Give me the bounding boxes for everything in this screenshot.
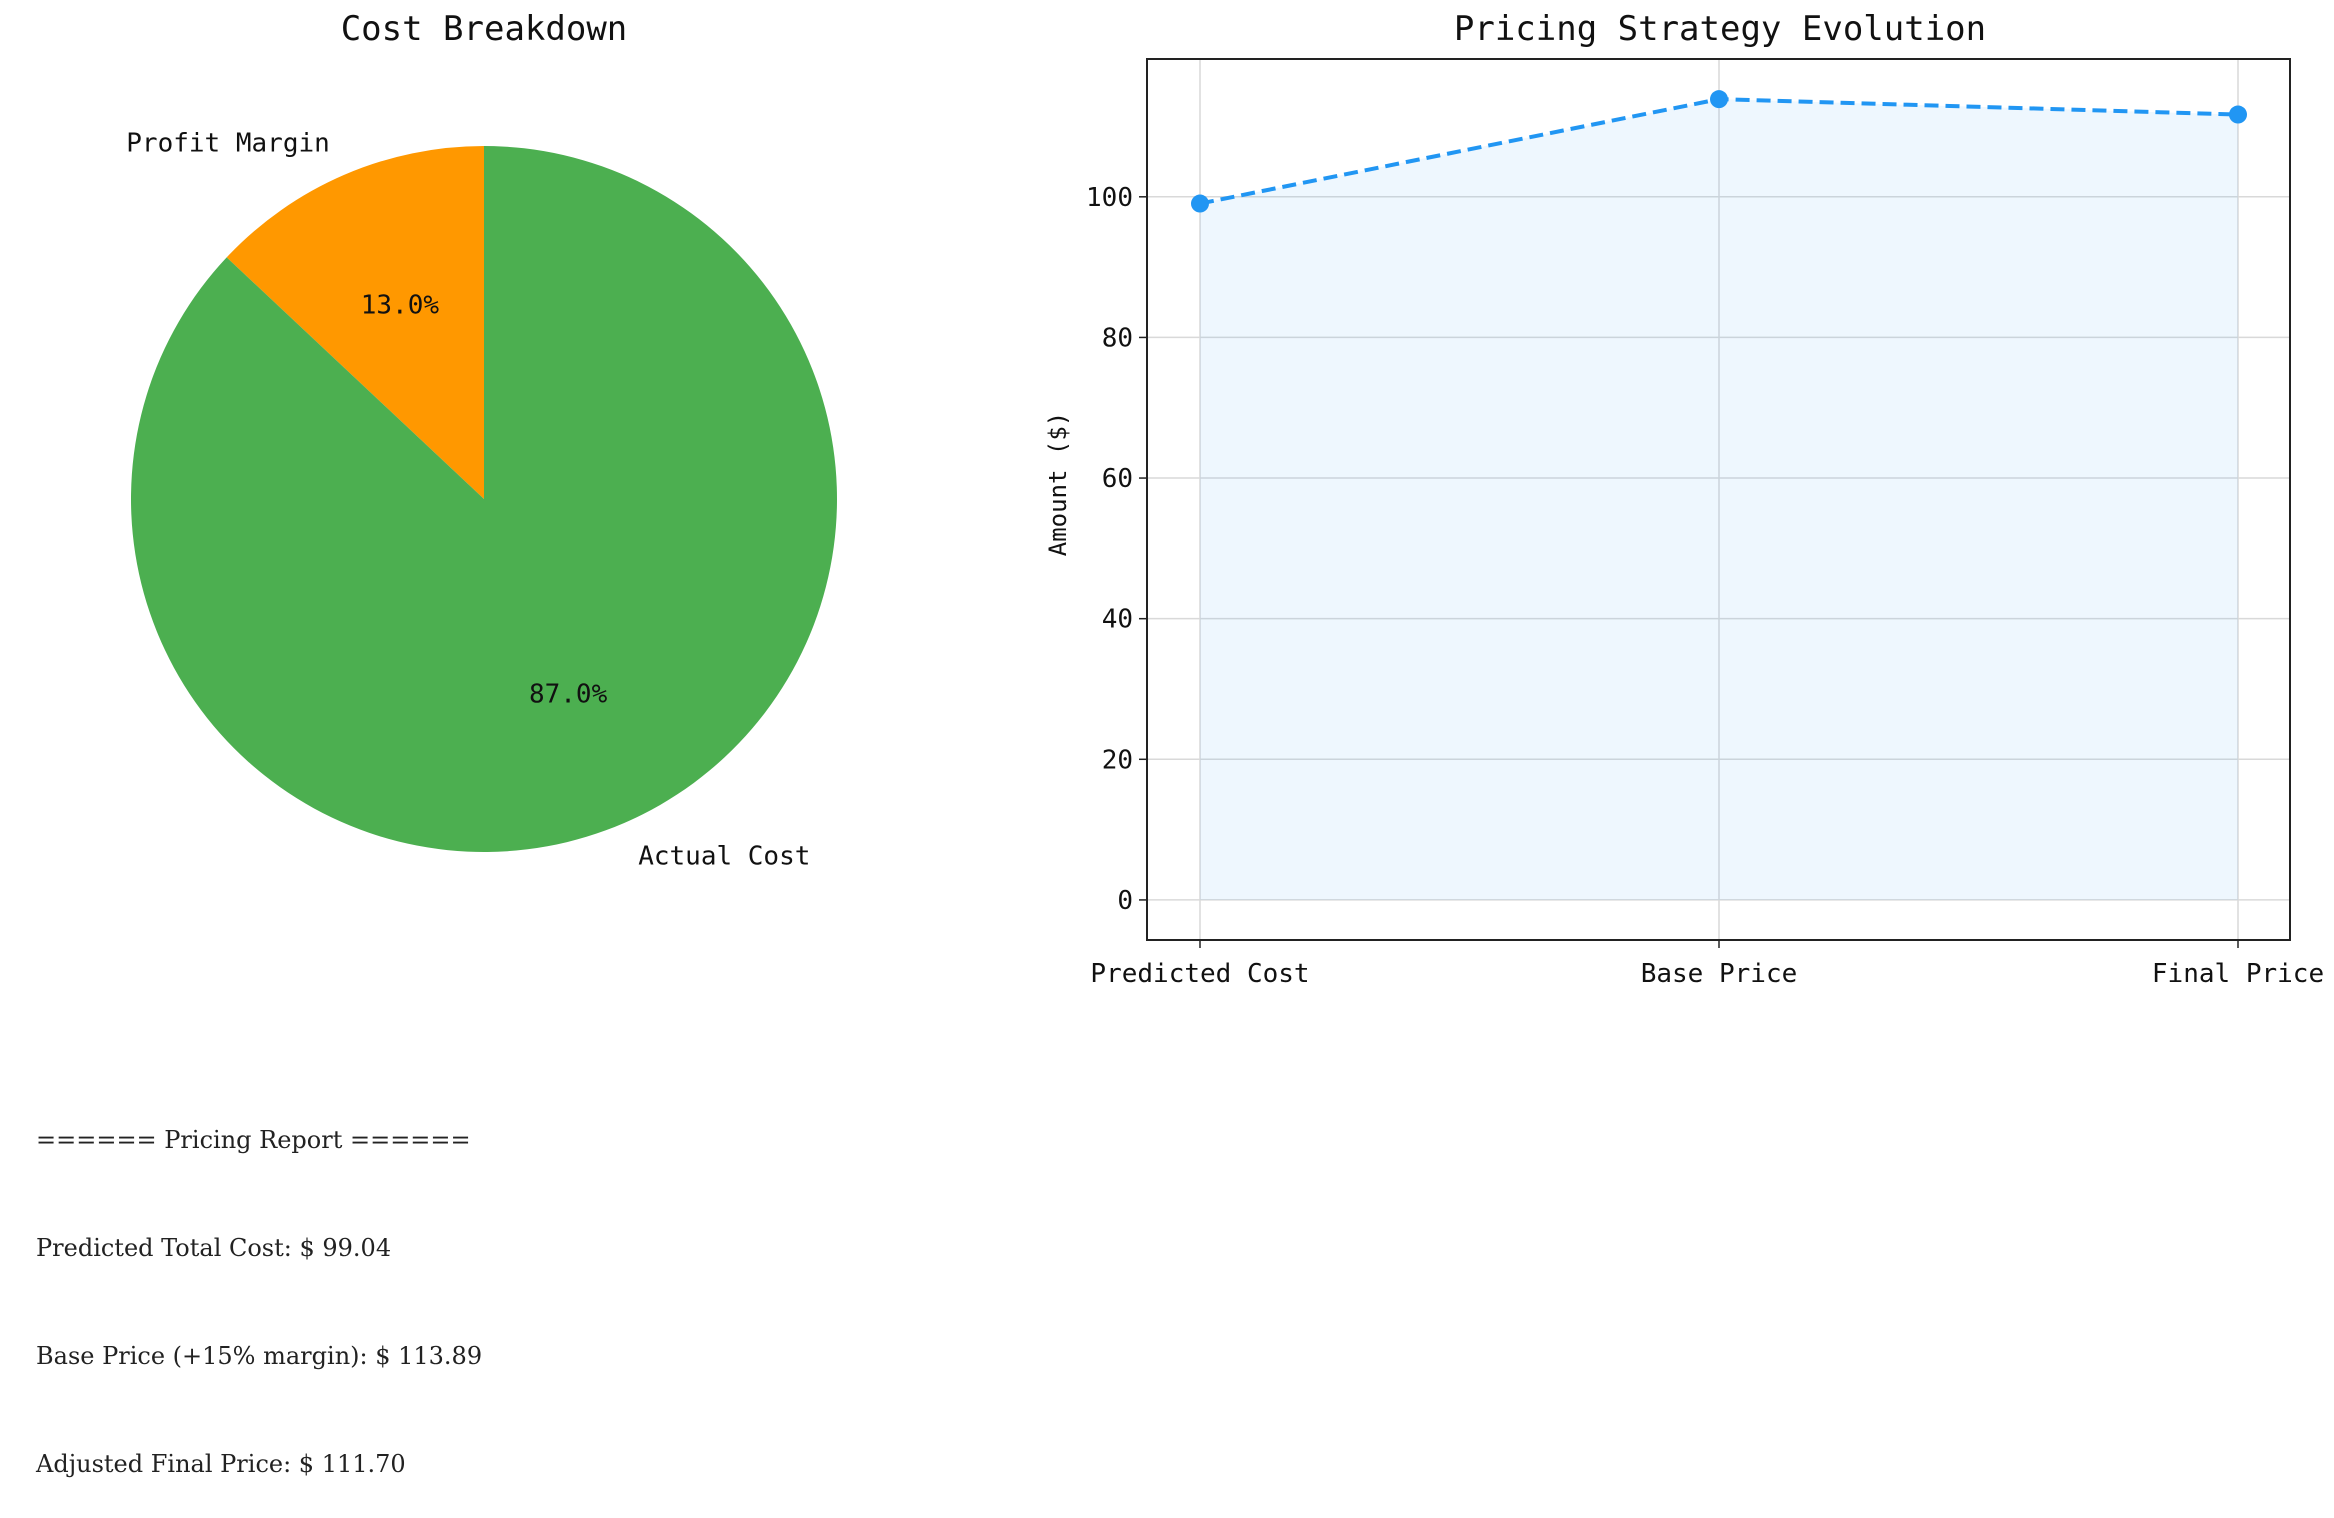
pie-category-label-actual-cost: Actual Cost bbox=[638, 841, 810, 871]
pie-pct-label-actual-cost: 87.0% bbox=[529, 679, 608, 709]
pie-category-label-profit-margin: Profit Margin bbox=[126, 129, 330, 159]
y-axis-label: Amount ($) bbox=[1044, 412, 1072, 557]
area-fill bbox=[1200, 99, 2238, 900]
pie-pct-label-profit-margin: 13.0% bbox=[361, 291, 440, 321]
pie-slice-actual-cost bbox=[131, 146, 838, 852]
y-tick-label: 40 bbox=[1102, 605, 1133, 635]
report-final-price: Adjusted Final Price: $ 111.70 bbox=[36, 1450, 406, 1478]
pie-chart-title: Cost Breakdown bbox=[341, 9, 628, 49]
report-base-price: Base Price (+15% margin): $ 113.89 bbox=[36, 1342, 483, 1370]
x-tick-label-final-price: Final Price bbox=[2152, 959, 2324, 989]
report-header: ====== Pricing Report ====== bbox=[36, 1126, 471, 1154]
x-tick-label-predicted-cost: Predicted Cost bbox=[1090, 959, 1309, 989]
data-point-base-price bbox=[1710, 90, 1728, 109]
line-chart: Pricing Strategy Evolution 0 20 40 60 80 100 P… bbox=[1044, 9, 2324, 989]
y-tick-label: 0 bbox=[1117, 886, 1133, 916]
x-tick-label-base-price: Base Price bbox=[1641, 959, 1798, 989]
report-predicted-cost: Predicted Total Cost: $ 99.04 bbox=[36, 1234, 392, 1262]
pie-slice-profit-margin bbox=[226, 146, 484, 499]
y-tick-label: 100 bbox=[1086, 183, 1133, 213]
figure: Cost Breakdown 13.0% Profit Margin 87.0% Ac… bbox=[126, 9, 2324, 989]
y-tick-label: 80 bbox=[1102, 323, 1133, 353]
pricing-report: ====== Pricing Report ====== Predicted T… bbox=[36, 1050, 936, 1518]
data-point-final-price bbox=[2229, 105, 2247, 124]
line-chart-title: Pricing Strategy Evolution bbox=[1454, 9, 1986, 49]
y-tick-label: 60 bbox=[1102, 464, 1133, 494]
data-point-predicted-cost bbox=[1191, 194, 1209, 213]
pie-chart: Cost Breakdown 13.0% Profit Margin 87.0% Ac… bbox=[126, 9, 838, 871]
y-tick-label: 20 bbox=[1102, 745, 1133, 775]
